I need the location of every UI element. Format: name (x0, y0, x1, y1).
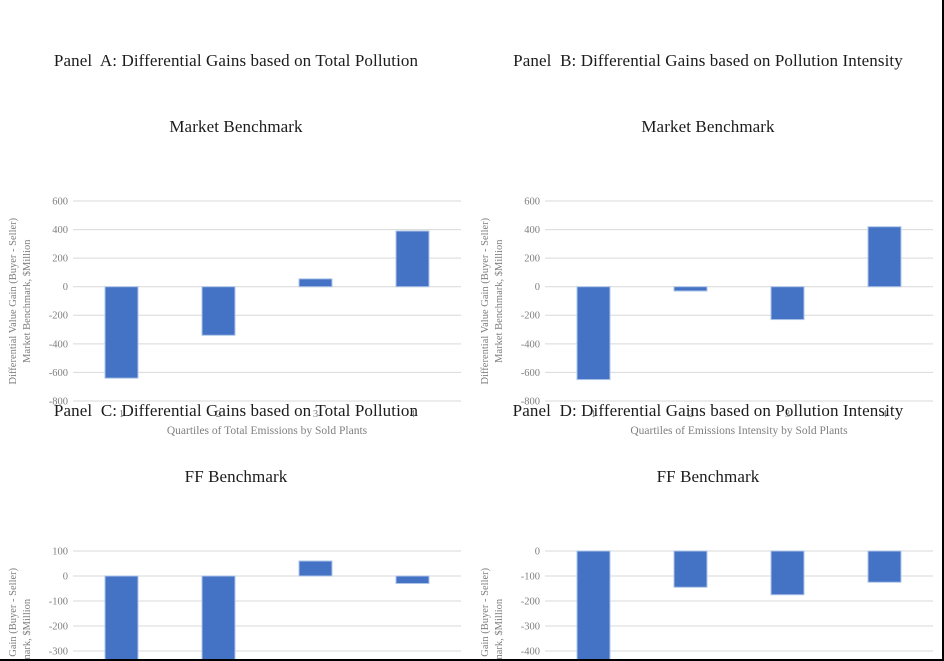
chart-panel: Panel D: Differential Gains based on Pol… (472, 330, 942, 661)
chart-title-line1: Panel D: Differential Gains based on Pol… (512, 401, 904, 421)
bar-quartile-3 (770, 550, 805, 595)
y-tick-label: -100 (49, 596, 68, 607)
y-axis-label: Differential Value Gain (Buyer - Seller)… (7, 567, 35, 661)
chart-panel: Panel B: Differential Gains based on Pol… (472, 0, 942, 437)
x-tick-label: 3 (785, 409, 790, 420)
y-tick-label: -400 (521, 339, 540, 350)
bar-quartile-1 (576, 285, 611, 380)
bar-quartile-2 (673, 285, 708, 292)
x-tick-label: 4 (882, 409, 888, 420)
bar-quartile-1 (576, 550, 611, 659)
chart-panel: Panel A: Differential Gains based on Tot… (0, 0, 472, 437)
y-axis-label-line1: Differential Value Gain (Buyer - Seller) (479, 217, 491, 385)
chart-title-line1: Panel A: Differential Gains based on Tot… (53, 51, 419, 71)
chart-title-line2: FF Benchmark (184, 467, 288, 487)
y-tick-label: -200 (49, 310, 68, 321)
y-tick-label: -300 (521, 621, 540, 632)
x-tick-label: 3 (313, 409, 318, 420)
y-axis-label-line2: FF Benchmark, $Million (494, 598, 505, 661)
chart-body: Differential Value Gain (Buyer - Seller)… (3, 539, 469, 661)
y-tick-label: 100 (52, 546, 68, 557)
x-tick-label: 2 (688, 409, 693, 420)
x-axis-label: Quartiles of Emissions Intensity by Sold… (630, 425, 848, 437)
bar-quartile-1 (104, 575, 139, 659)
chart-title-line1: Panel B: Differential Gains based on Pol… (513, 51, 903, 71)
bar-chart-plot: 600 400 200 0 -200 -400 -600 -800 1 2 3 4 Quartiles … (49, 196, 461, 437)
bar-chart-plot: 1000-100-200-300-400-500-600-7001234Quar… (49, 546, 461, 659)
y-axis-label: Differential Value Gain (Buyer - Seller)… (479, 567, 507, 661)
y-axis-label-wrap: Differential Value Gain (Buyer - Seller)… (3, 539, 39, 661)
bar-quartile-3 (298, 560, 333, 577)
y-tick-label: -100 (521, 571, 540, 582)
y-tick-label: 0 (535, 282, 540, 293)
chart-panel: Panel C: Differential Gains based on Tot… (0, 330, 472, 661)
y-axis-label-line1: Differential Value Gain (Buyer - Seller) (7, 567, 19, 661)
y-axis-label-wrap: Differential Value Gain (Buyer - Seller)… (475, 189, 511, 413)
chart-title-line1: Panel C: Differential Gains based on Tot… (53, 401, 419, 421)
y-tick-label: -400 (49, 339, 68, 350)
bar-chart-plot: 0-100-200-300-400-500-600-700-8001234Qua… (521, 546, 933, 659)
y-tick-label: 0 (535, 546, 540, 557)
bar-quartile-1 (104, 285, 139, 379)
y-tick-label: 400 (524, 225, 540, 236)
y-tick-label: 0 (63, 282, 68, 293)
bar-quartile-2 (201, 575, 236, 659)
y-tick-label: -600 (521, 368, 540, 379)
y-tick-label: 0 (63, 571, 68, 582)
y-tick-label: 600 (52, 196, 68, 207)
chart-title: Panel D: Differential Gains based on Pol… (513, 356, 904, 533)
y-tick-label: -200 (49, 621, 68, 632)
chart-title-line2: FF Benchmark (656, 467, 760, 487)
chart-title: Panel C: Differential Gains based on Tot… (54, 356, 418, 533)
chart-body: Differential Value Gain (Buyer - Seller)… (3, 189, 469, 441)
chart-title: Panel B: Differential Gains based on Pol… (513, 6, 903, 183)
y-axis-label-wrap: Differential Value Gain (Buyer - Seller)… (475, 539, 511, 661)
x-tick-label: 2 (216, 409, 221, 420)
y-tick-label: -800 (49, 396, 68, 407)
chart-body: Differential Value Gain (Buyer - Seller)… (475, 539, 941, 661)
bar-quartile-4 (867, 225, 902, 287)
bar-quartile-2 (673, 550, 708, 588)
bar-chart-plot: 600 400 200 0 -200 -400 -600 -800 1 2 3 4 Quartiles … (521, 196, 933, 437)
x-axis-label: Quartiles of Total Emissions by Sold Pla… (167, 425, 368, 437)
y-axis-label-line2: Market Benchmark, $Million (22, 239, 33, 363)
y-axis-label-line1: Differential Value Gain (Buyer - Seller) (7, 217, 19, 385)
y-tick-label: -800 (521, 396, 540, 407)
y-axis-label-wrap: Differential Value Gain (Buyer - Seller)… (3, 189, 39, 413)
y-tick-label: 200 (52, 253, 68, 264)
y-tick-label: -600 (49, 368, 68, 379)
x-tick-label: 4 (410, 409, 416, 420)
x-tick-label: 1 (119, 409, 124, 420)
bar-quartile-4 (867, 550, 902, 583)
bar-quartile-4 (395, 575, 430, 584)
y-tick-label: -300 (49, 646, 68, 657)
y-axis-label-line1: Differential Value Gain (Buyer - Seller) (479, 567, 491, 661)
y-tick-label: 400 (52, 225, 68, 236)
y-tick-label: -400 (521, 646, 540, 657)
chart-title-line2: Market Benchmark (169, 117, 303, 137)
y-tick-label: -200 (521, 310, 540, 321)
chart-title: Panel A: Differential Gains based on Tot… (54, 6, 418, 183)
bar-quartile-4 (395, 230, 430, 287)
chart-title-line2: Market Benchmark (641, 117, 775, 137)
y-tick-label: 200 (524, 253, 540, 264)
x-tick-label: 1 (591, 409, 596, 420)
y-axis-label: Differential Value Gain (Buyer - Seller)… (7, 217, 35, 384)
bar-quartile-3 (298, 278, 333, 287)
y-tick-label: 600 (524, 196, 540, 207)
bar-quartile-3 (770, 285, 805, 320)
chart-body: Differential Value Gain (Buyer - Seller)… (475, 189, 941, 441)
y-axis-label-line2: Market Benchmark, $Million (494, 239, 505, 363)
bar-quartile-2 (201, 285, 236, 336)
y-axis-label: Differential Value Gain (Buyer - Seller)… (479, 217, 507, 384)
y-axis-label-line2: FF Benchmark, $Million (22, 598, 33, 661)
y-tick-label: -200 (521, 596, 540, 607)
